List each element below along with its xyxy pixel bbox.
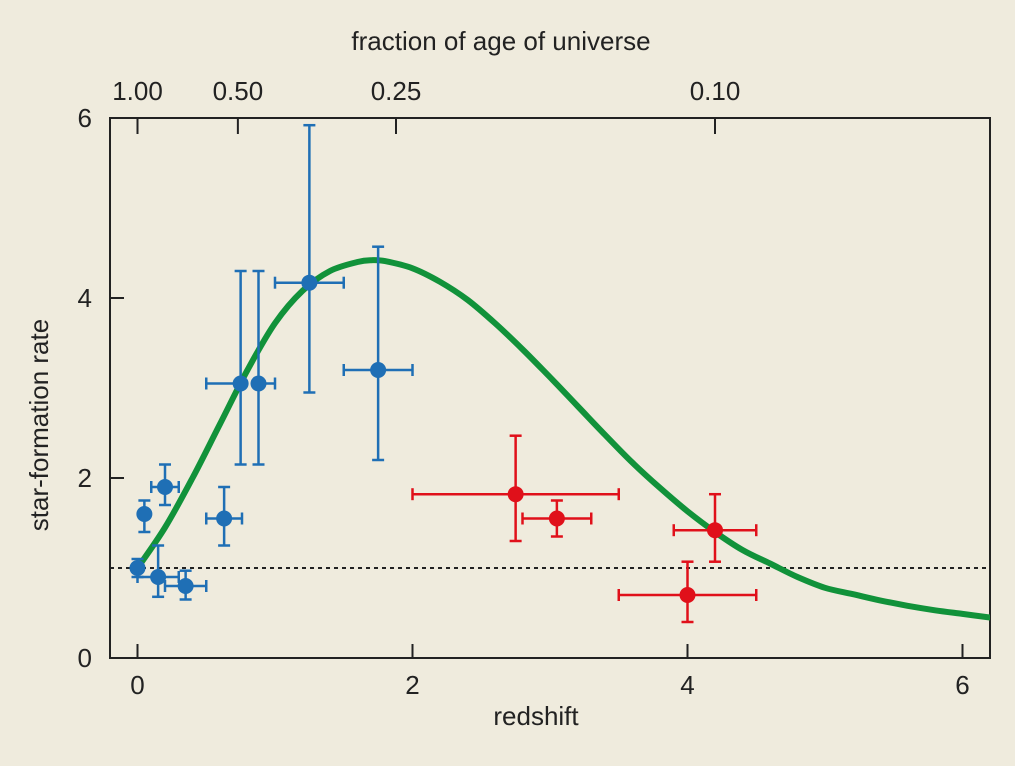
- x-tick-label: 0: [130, 670, 144, 700]
- data-marker: [177, 578, 194, 594]
- data-point: [205, 485, 244, 547]
- y-tick-label: 0: [78, 643, 92, 673]
- data-point: [342, 245, 414, 462]
- top-axis-title: fraction of age of universe: [351, 26, 650, 56]
- data-point: [136, 499, 153, 534]
- data-point: [136, 544, 180, 599]
- top-tick-label: 1.00: [112, 76, 163, 106]
- data-marker: [150, 569, 167, 585]
- data-marker: [507, 486, 524, 503]
- y-axis-title: star-formation rate: [24, 319, 54, 531]
- top-tick-label: 0.25: [371, 76, 422, 106]
- x-tick-label: 2: [405, 670, 419, 700]
- x-tick-label: 6: [955, 670, 969, 700]
- data-marker: [216, 510, 233, 527]
- top-tick-label: 0.10: [690, 76, 741, 106]
- data-point: [250, 269, 277, 466]
- top-tick-label: 0.50: [213, 76, 264, 106]
- data-point: [617, 560, 758, 624]
- data-point: [163, 569, 208, 601]
- data-marker: [232, 375, 249, 392]
- data-marker: [157, 479, 173, 495]
- data-point: [150, 463, 180, 507]
- data-point: [672, 492, 758, 563]
- y-tick-label: 6: [78, 103, 92, 133]
- y-tick-label: 2: [78, 463, 92, 493]
- data-point: [205, 269, 249, 466]
- data-marker: [301, 274, 318, 291]
- data-marker: [548, 510, 565, 527]
- data-point: [521, 499, 593, 538]
- data-point: [273, 123, 345, 394]
- model-curve: [134, 257, 990, 621]
- x-tick-label: 4: [680, 670, 694, 700]
- data-point: [411, 434, 620, 543]
- data-marker: [136, 506, 153, 522]
- plot-frame: [109, 117, 991, 659]
- data-marker: [370, 362, 387, 378]
- data-marker: [707, 522, 723, 539]
- data-marker: [679, 587, 696, 603]
- y-tick-label: 4: [78, 283, 92, 313]
- data-marker: [250, 375, 267, 392]
- x-axis-title: redshift: [493, 701, 579, 731]
- data-marker: [129, 560, 146, 576]
